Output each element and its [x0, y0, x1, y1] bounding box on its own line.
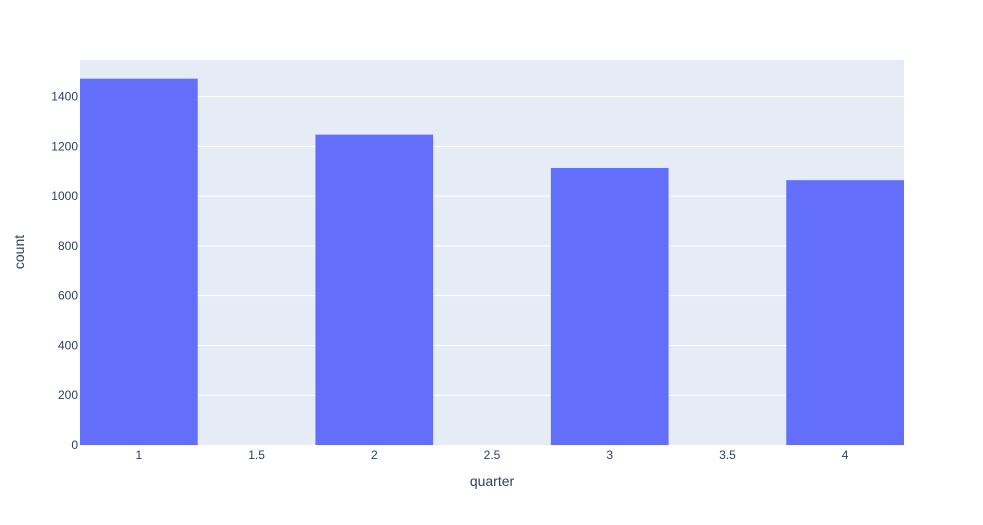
bars	[80, 78, 904, 446]
bar-quarter-3[interactable]	[550, 168, 669, 446]
bar-quarter-2[interactable]	[315, 134, 434, 445]
y-tick-label: 600	[58, 289, 78, 303]
x-tick-label: 2	[371, 448, 378, 462]
y-tick-label: 200	[58, 388, 78, 402]
plot-area	[80, 60, 904, 445]
x-axis-ticks: 1 1.5 2 2.5 3 3.5 4	[136, 448, 849, 462]
bar-quarter-1[interactable]	[80, 78, 198, 445]
y-axis-title: count	[11, 235, 27, 269]
x-axis-title: quarter	[470, 473, 515, 489]
bar-quarter-4[interactable]	[786, 180, 904, 445]
y-axis-ticks: 0 200 400 600 800 1000 1200 1400	[51, 90, 78, 452]
x-tick-label: 1.5	[248, 448, 265, 462]
y-tick-label: 1400	[51, 90, 78, 104]
x-tick-label: 3.5	[719, 448, 736, 462]
x-tick-label: 2.5	[484, 448, 501, 462]
y-tick-label: 0	[71, 438, 78, 452]
x-tick-label: 1	[136, 448, 143, 462]
y-tick-label: 400	[58, 338, 78, 352]
x-tick-label: 3	[606, 448, 613, 462]
y-tick-label: 1200	[51, 139, 78, 153]
y-tick-label: 800	[58, 239, 78, 253]
y-tick-label: 1000	[51, 189, 78, 203]
x-tick-label: 4	[842, 448, 849, 462]
gridlines	[80, 96, 904, 396]
